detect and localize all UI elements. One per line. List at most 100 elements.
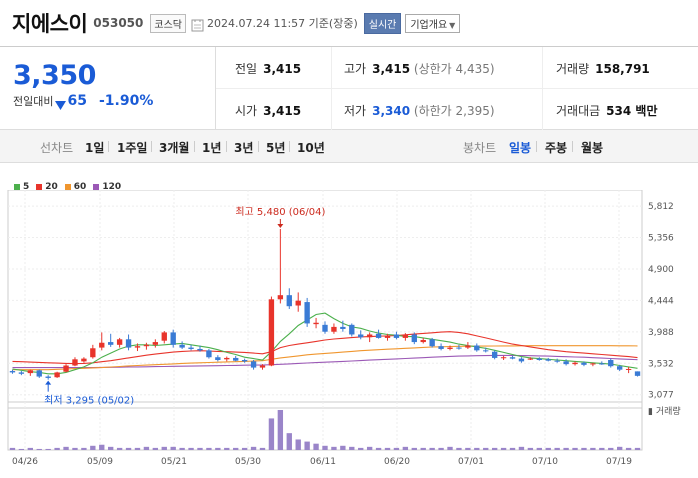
candle-body — [572, 362, 578, 365]
chart-legend: 5 20 60 120 — [14, 182, 128, 192]
low-arrow-head — [45, 380, 52, 385]
period-5y[interactable]: 5년 — [266, 141, 286, 155]
period-3m[interactable]: 3개월 — [159, 141, 190, 155]
timestamp: 2024.07.24 11:57 기준(장중) — [207, 17, 358, 30]
line-chart-label: 선차트 — [40, 141, 74, 155]
volume-bar — [625, 447, 632, 450]
candle-body — [420, 340, 426, 343]
candle-body — [63, 365, 69, 372]
volume-bar — [599, 447, 605, 450]
change-row: 전일대비 65 -1.90% — [13, 93, 215, 110]
candle-body — [447, 347, 453, 349]
candle-body — [9, 371, 16, 373]
legend-ma5[interactable]: 5 — [14, 182, 29, 192]
candle-body — [465, 345, 471, 348]
volume-bar — [358, 447, 364, 450]
period-1w[interactable]: 1주일 — [117, 141, 148, 155]
candle-body — [500, 357, 507, 359]
volume-label: ▮ 거래량 — [648, 405, 681, 417]
candle-body — [429, 339, 435, 347]
legend-ma20[interactable]: 20 — [36, 182, 58, 192]
candle-body — [402, 334, 409, 338]
volume-value: 158,791 — [595, 62, 650, 76]
volume-bar — [608, 447, 614, 450]
candle-body — [384, 335, 391, 338]
candle-body — [54, 372, 60, 378]
high-value: 3,415 — [372, 62, 411, 76]
stock-name: 지에스이 — [12, 12, 88, 36]
volume-bar — [349, 446, 355, 450]
volume-bar — [215, 447, 221, 450]
volume-bar — [634, 447, 641, 450]
volume-bar — [99, 444, 105, 450]
price-frame — [7, 190, 643, 409]
period-3y[interactable]: 3년 — [234, 141, 254, 155]
volume-bar — [81, 447, 87, 450]
candle-body — [259, 365, 266, 368]
volume-bar — [116, 447, 123, 450]
volume-bar — [304, 441, 310, 450]
candle-body — [143, 344, 150, 347]
volume-bar — [36, 448, 42, 450]
candlestick-chart[interactable]: 5,812 5,356 4,900 4,444 3,988 3,532 3,077 04/26… — [0, 190, 698, 478]
y-tick-label: 3,988 — [648, 328, 674, 338]
volume-bar — [465, 447, 471, 450]
volume-bar — [331, 446, 337, 450]
volume-bar — [27, 447, 34, 450]
period-bar: 선차트 1일 1주일 3개월 1년 3년 5년 10년 봉차트 일봉 주봉 월봉 — [0, 130, 698, 163]
lower-limit: (하한가 2,395) — [413, 104, 495, 118]
realtime-button[interactable]: 실시간 — [363, 12, 402, 34]
volume-bar — [259, 447, 266, 450]
high-label: 고가 — [344, 62, 367, 76]
candle-body — [125, 339, 132, 348]
period-1y[interactable]: 1년 — [202, 141, 222, 155]
candle-body — [634, 371, 641, 376]
volume-bar — [420, 447, 426, 450]
candle-daily[interactable]: 일봉 — [509, 141, 532, 155]
candle-body — [625, 368, 632, 370]
candle-body — [483, 350, 489, 352]
candle-body — [90, 348, 96, 358]
candle-body — [134, 346, 141, 348]
candle-body — [608, 360, 614, 367]
volume-bar — [170, 446, 176, 450]
change-label: 전일대비 — [13, 95, 54, 108]
volume-bar — [179, 447, 185, 450]
y-tick-label: 3,532 — [648, 359, 674, 369]
company-overview-button[interactable]: 기업개요 ▼ — [405, 13, 461, 33]
legend-ma120[interactable]: 120 — [93, 182, 121, 192]
volume-bar — [125, 447, 132, 450]
volume-bar — [447, 446, 453, 450]
x-tick-label: 06/20 — [384, 457, 410, 467]
volume-bar — [375, 447, 382, 450]
volume-bar — [268, 418, 275, 450]
candle-body — [366, 334, 373, 338]
candle-body — [563, 361, 569, 365]
candle-body — [215, 357, 221, 360]
volume-bar — [108, 446, 114, 450]
candle-body — [313, 322, 319, 325]
volume-bar — [224, 447, 230, 450]
volume-bar — [483, 447, 489, 450]
candle-body — [474, 345, 480, 351]
candle-body — [152, 342, 159, 345]
candle-monthly[interactable]: 월봉 — [581, 141, 604, 155]
stats-row-2: 시가 3,415 저가 3,340 (하한가 2,395) 거래대금 534 백만 — [216, 89, 698, 131]
period-10y[interactable]: 10년 — [297, 141, 325, 155]
candle-body — [438, 346, 444, 349]
low-label: 저가 — [344, 104, 367, 118]
candle-weekly[interactable]: 주봉 — [545, 141, 568, 155]
amount-value: 534 백만 — [606, 104, 658, 118]
series-ma60 — [12, 345, 638, 371]
stats-table: 전일 3,415 고가 3,415 (상한가 4,435) 거래량 158,791 시… — [216, 47, 698, 131]
volume-bar — [411, 447, 417, 450]
current-price: 3,350 — [13, 60, 96, 91]
candle-body — [527, 358, 534, 360]
volume-bar — [152, 447, 159, 450]
candle-body — [18, 372, 25, 374]
candle-body — [179, 344, 185, 348]
legend-ma60[interactable]: 60 — [64, 182, 86, 192]
candle-body — [224, 357, 230, 360]
change-value: 65 — [67, 93, 87, 109]
period-1d[interactable]: 1일 — [85, 141, 105, 155]
